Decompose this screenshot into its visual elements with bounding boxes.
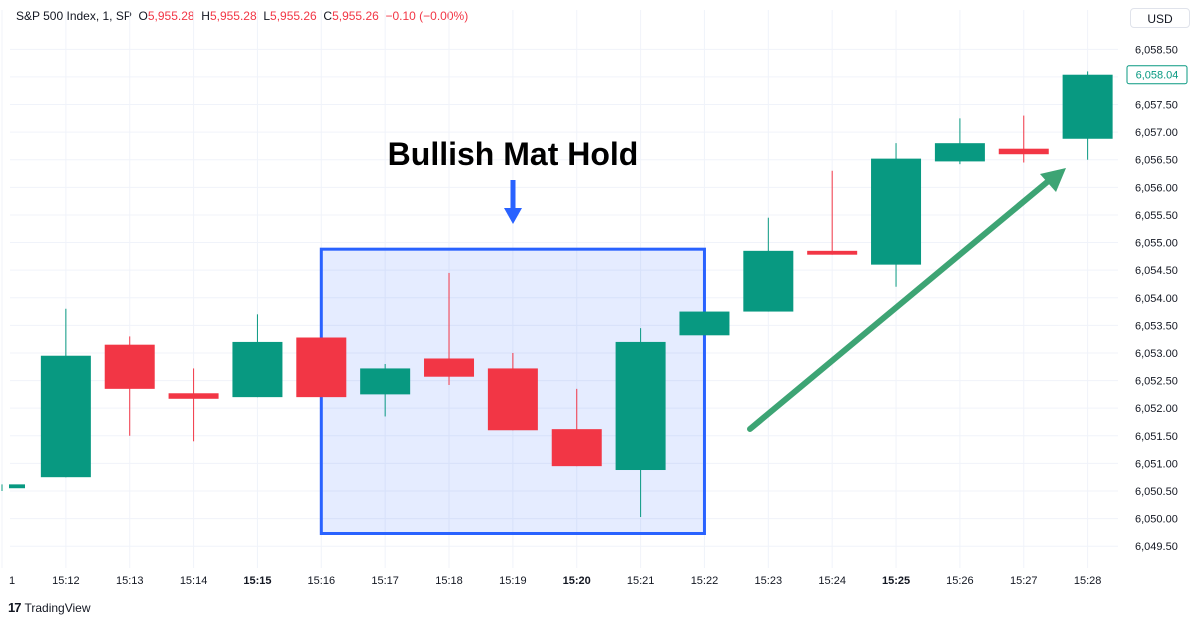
symbol-header: S&P 500 Index, 1, SP O5,955.28 H5,955.28… [16,9,468,23]
candle [40,308,91,478]
x-tick-label: 15:14 [180,575,208,587]
last-price-box [1126,65,1188,85]
close-value: 5,955.26 [332,9,379,23]
brand-name: TradingView [24,600,91,615]
price-axis: 6,049.50 6,050.00 6,050.50 6,051.00 6,051.50… [1126,44,1188,553]
candle [998,115,1049,163]
trend-arrow-head [1040,168,1066,192]
x-tick-label: 15:21 [627,575,655,587]
candle-body [1062,74,1113,139]
candle-body [232,341,283,398]
candle [807,170,858,255]
trend-arrow-icon [747,175,1055,432]
candle-body [40,355,91,478]
y-tick-label: 6,051.00 [1135,458,1178,470]
candle [871,143,922,287]
y-tick-label: 6,058.50 [1135,44,1178,56]
currency-button[interactable]: USD [1130,8,1190,28]
high-label: H [201,9,210,23]
open-label: O [138,9,148,23]
candle [232,314,283,398]
candle-body [296,337,347,398]
candle-body [807,250,858,255]
x-tick-label: 15:12 [52,575,80,587]
y-tick-label: 6,050.50 [1135,486,1178,498]
time-axis: 1 15:12 15:13 15:14 15:15 15:16 15:17 15:18 15:1… [9,575,1101,587]
candle [679,311,730,336]
candle [168,368,219,442]
candle [615,328,666,517]
x-tick-label: 15:24 [818,575,846,587]
y-tick-label: 6,055.50 [1135,210,1178,222]
symbol-name: S&P 500 Index, 1, SP [16,9,132,23]
candle [360,364,411,417]
x-tick-label: 15:28 [1074,575,1102,587]
change-value: −0.10 (−0.00%) [385,9,469,23]
candle-body [9,484,25,489]
candle [104,336,155,436]
x-tick-label: 15:18 [435,575,463,587]
x-tick-label: 15:19 [499,575,527,587]
open-value: 5,955.28 [147,9,195,23]
candle-body [615,341,666,471]
x-tick-label: 1 [9,575,15,587]
candle [296,337,347,398]
high-value: 5,955.28 [209,9,257,23]
candles-layer [1,71,1113,517]
annotations-layer [504,168,1066,432]
brand[interactable]: 17 TradingView [8,600,91,615]
close-label: C [323,9,333,23]
y-tick-label: 6,051.50 [1135,431,1178,443]
candle-body [104,344,155,389]
candle [551,388,602,467]
x-tick-label: 15:23 [755,575,783,587]
y-tick-label: 6,052.00 [1135,403,1178,415]
tradingview-logo-icon: 17 [8,600,22,615]
x-tick-label: 15:13 [116,575,144,587]
candle [743,217,794,312]
x-tick-label: 15:16 [308,575,336,587]
y-tick-label: 6,049.50 [1135,541,1178,553]
low-value: 5,955.26 [270,9,317,23]
candle-body [998,148,1049,155]
candle-body [871,158,922,265]
x-tick-label: 15:20 [563,575,591,587]
y-tick-label: 6,054.00 [1135,293,1178,305]
candle [424,272,475,385]
candle-body [424,358,475,377]
candle [934,118,985,165]
candle-body [679,311,730,336]
y-tick-label: 6,057.50 [1135,100,1178,112]
candle-body [487,368,538,431]
candle [487,352,538,431]
candle-body [551,429,602,467]
x-tick-label: 15:27 [1010,575,1038,587]
x-tick-label: 15:26 [946,575,974,587]
candle [1062,71,1113,160]
y-tick-label: 6,054.50 [1135,265,1178,277]
y-tick-label: 6,053.00 [1135,348,1178,360]
x-tick-label: 15:22 [691,575,719,587]
candle-body [168,393,219,399]
x-tick-label: 15:17 [371,575,399,587]
chart-title: Bullish Mat Hold [388,136,639,172]
y-tick-label: 6,055.00 [1135,238,1178,250]
y-tick-label: 6,052.50 [1135,376,1178,388]
y-tick-label: 6,053.50 [1135,320,1178,332]
y-tick-label: 6,050.00 [1135,514,1178,526]
low-label: L [263,9,271,23]
candle-body [934,143,985,162]
y-tick-label: 6,057.00 [1135,127,1178,139]
down-arrow-head [504,208,522,224]
candle-body [743,250,794,312]
candle-body [360,368,411,395]
y-tick-label: 6,056.00 [1135,182,1178,194]
x-tick-label: 15:15 [243,575,271,587]
candle [1,484,25,491]
last-price-label: 6,058.04 [1136,70,1179,82]
x-tick-label: 15:25 [882,575,910,587]
y-tick-label: 6,056.50 [1135,155,1178,167]
